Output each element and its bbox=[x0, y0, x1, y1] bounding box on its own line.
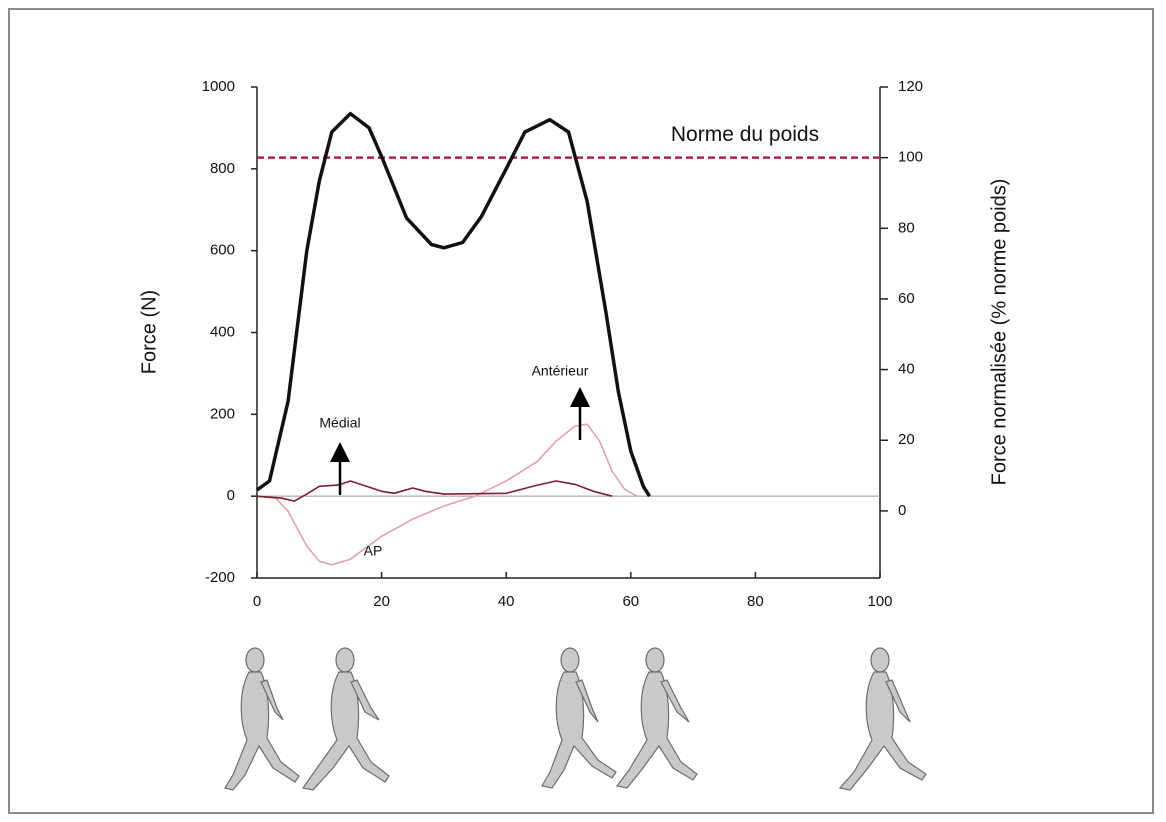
y-tick-label: 1000 bbox=[202, 78, 235, 95]
series-line bbox=[256, 480, 613, 502]
y-tick-label: 400 bbox=[210, 323, 235, 340]
annotation: Médial bbox=[319, 415, 360, 431]
x-tick-label: 20 bbox=[373, 593, 390, 610]
walker bbox=[224, 647, 300, 791]
y-tick-label: 600 bbox=[210, 242, 235, 259]
series-line bbox=[256, 423, 638, 566]
annotation: AP bbox=[364, 543, 383, 559]
series-line bbox=[255, 111, 651, 498]
y2-axis-label: Force normalisée (% norme poids) bbox=[988, 179, 1010, 486]
y2-tick-label: 100 bbox=[898, 149, 923, 166]
walker bbox=[541, 647, 617, 789]
y-axis-label: Force (N) bbox=[138, 290, 160, 374]
y-tick-label: -200 bbox=[205, 569, 235, 586]
x-tick-label: 100 bbox=[867, 593, 892, 610]
y2-tick-label: 60 bbox=[898, 290, 915, 307]
walker bbox=[301, 647, 390, 791]
frame bbox=[8, 8, 1154, 814]
walking-figures bbox=[224, 647, 927, 791]
y-tick-label: 800 bbox=[210, 160, 235, 177]
y2-tick-label: 40 bbox=[898, 361, 915, 378]
walker bbox=[838, 647, 927, 791]
y2-tick-label: 0 bbox=[898, 502, 906, 519]
annotation: Antérieur bbox=[532, 363, 589, 379]
x-tick-label: 80 bbox=[747, 593, 764, 610]
y-tick-label: 0 bbox=[227, 487, 235, 504]
x-tick-label: 60 bbox=[622, 593, 639, 610]
x-tick-label: 0 bbox=[253, 593, 261, 610]
walker bbox=[615, 647, 698, 789]
x-tick-label: 40 bbox=[498, 593, 515, 610]
y2-tick-label: 20 bbox=[898, 431, 915, 448]
reference-label: Norme du poids bbox=[671, 123, 819, 146]
y2-tick-label: 120 bbox=[898, 78, 923, 95]
y2-tick-label: 80 bbox=[898, 219, 915, 236]
y-tick-label: 200 bbox=[210, 405, 235, 422]
